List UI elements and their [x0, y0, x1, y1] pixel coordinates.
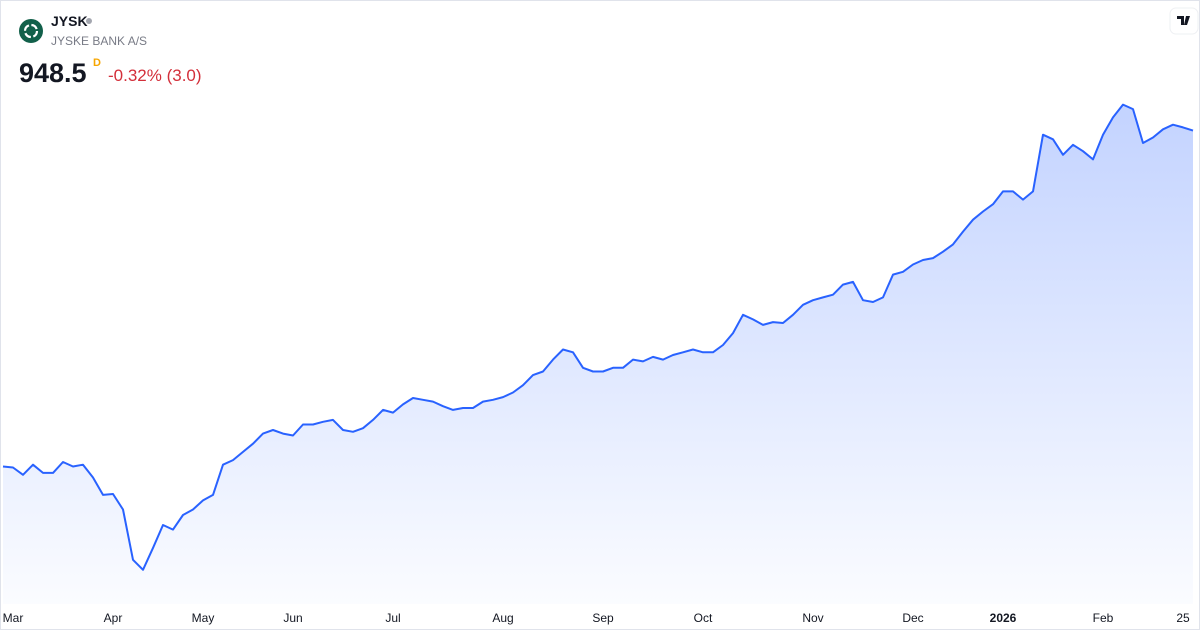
x-tick-label: Nov [802, 611, 823, 625]
x-tick-label: Oct [694, 611, 713, 625]
x-tick-label: Aug [492, 611, 513, 625]
x-tick-label: 25 [1176, 611, 1190, 625]
x-tick-label: Dec [902, 611, 923, 625]
x-tick-label: May [192, 611, 215, 625]
x-tick-label: Apr [104, 611, 123, 625]
last-price: 948.5 [19, 58, 87, 88]
logo [19, 19, 43, 43]
logo-mark [23, 23, 39, 39]
x-tick-label: 2026 [990, 611, 1017, 625]
plot [2, 103, 1194, 604]
x-axis: Mar Apr May Jun Jul Aug Sep Oct Nov Dec 2026 Feb 25 [3, 611, 1190, 625]
x-tick-label: Sep [592, 611, 614, 625]
price-change: -0.32% (3.0) [108, 66, 202, 85]
area-fill [3, 104, 1193, 604]
status-dot [86, 18, 92, 24]
x-tick-label: Jul [385, 611, 400, 625]
ticker: JYSK [51, 13, 88, 29]
tv-logo [1169, 7, 1199, 35]
interval: D [93, 57, 101, 69]
price-line [2, 103, 1194, 571]
company-name: JYSKE BANK A/S [51, 34, 147, 48]
x-tick-label: Mar [3, 611, 24, 625]
x-tick-label: Jun [283, 611, 302, 625]
x-tick-label: Feb [1093, 611, 1114, 625]
